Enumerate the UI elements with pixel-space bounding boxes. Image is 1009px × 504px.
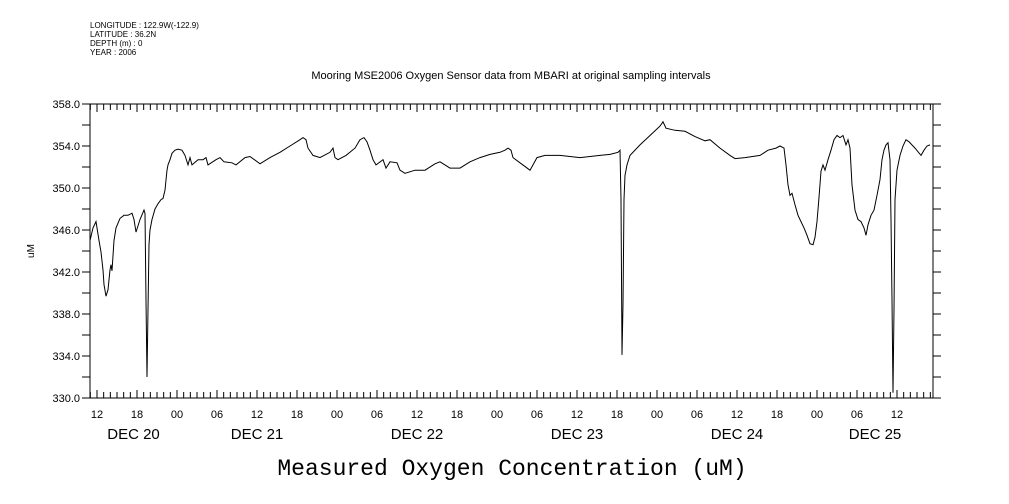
- x-hour-tick-label: 00: [331, 409, 343, 421]
- x-hour-tick-label: 18: [611, 409, 623, 421]
- x-day-label: DEC 21: [231, 426, 284, 443]
- oxygen-series-line: [89, 120, 931, 393]
- x-day-label: DEC 24: [711, 426, 764, 443]
- x-hour-tick-label: 06: [531, 409, 543, 421]
- x-day-label: DEC 20: [107, 426, 160, 443]
- chart-title: Mooring MSE2006 Oxygen Sensor data from …: [311, 70, 711, 82]
- x-hour-tick-label: 12: [891, 409, 903, 421]
- y-tick-label: 358.0: [52, 99, 80, 111]
- x-hour-tick-label: 12: [571, 409, 583, 421]
- x-hour-tick-label: 12: [411, 409, 423, 421]
- y-tick-label: 334.0: [52, 351, 80, 363]
- x-hour-tick-label: 00: [651, 409, 663, 421]
- y-tick-label: 350.0: [52, 183, 80, 195]
- plot-frame: [89, 103, 934, 399]
- x-hour-tick-label: 00: [491, 409, 503, 421]
- x-hour-tick-label: 18: [131, 409, 143, 421]
- x-hour-tick-label: 00: [171, 409, 183, 421]
- y-tick-label: 346.0: [52, 225, 80, 237]
- x-hour-tick-label: 06: [211, 409, 223, 421]
- x-hour-tick-label: 18: [291, 409, 303, 421]
- x-hour-tick-label: 12: [251, 409, 263, 421]
- x-hour-tick-label: 18: [771, 409, 783, 421]
- y-tick-label: 354.0: [52, 141, 80, 153]
- location-metadata: LONGITUDE : 122.9W(-122.9) LATITUDE : 36…: [90, 21, 199, 57]
- x-hour-tick-label: 06: [371, 409, 383, 421]
- x-hour-tick-label: 18: [451, 409, 463, 421]
- x-day-label: DEC 22: [391, 426, 444, 443]
- x-day-label: DEC 25: [849, 426, 902, 443]
- x-axis-label: Measured Oxygen Concentration (uM): [277, 456, 746, 482]
- x-hour-tick-label: 06: [851, 409, 863, 421]
- longitude-label: LONGITUDE : 122.9W(-122.9): [90, 21, 199, 30]
- y-tick-label: 342.0: [52, 267, 80, 279]
- x-hour-tick-label: 12: [731, 409, 743, 421]
- y-axis-label: uM: [26, 244, 37, 258]
- y-tick-label: 338.0: [52, 309, 80, 321]
- y-tick-label: 330.0: [52, 393, 80, 405]
- x-hour-tick-label: 12: [91, 409, 103, 421]
- x-day-label: DEC 23: [551, 426, 604, 443]
- depth-label: DEPTH (m) : 0: [90, 39, 143, 48]
- latitude-label: LATITUDE : 36.2N: [90, 30, 157, 39]
- x-hour-tick-label: 06: [691, 409, 703, 421]
- x-hour-tick-label: 00: [811, 409, 823, 421]
- year-label: YEAR : 2006: [90, 48, 137, 57]
